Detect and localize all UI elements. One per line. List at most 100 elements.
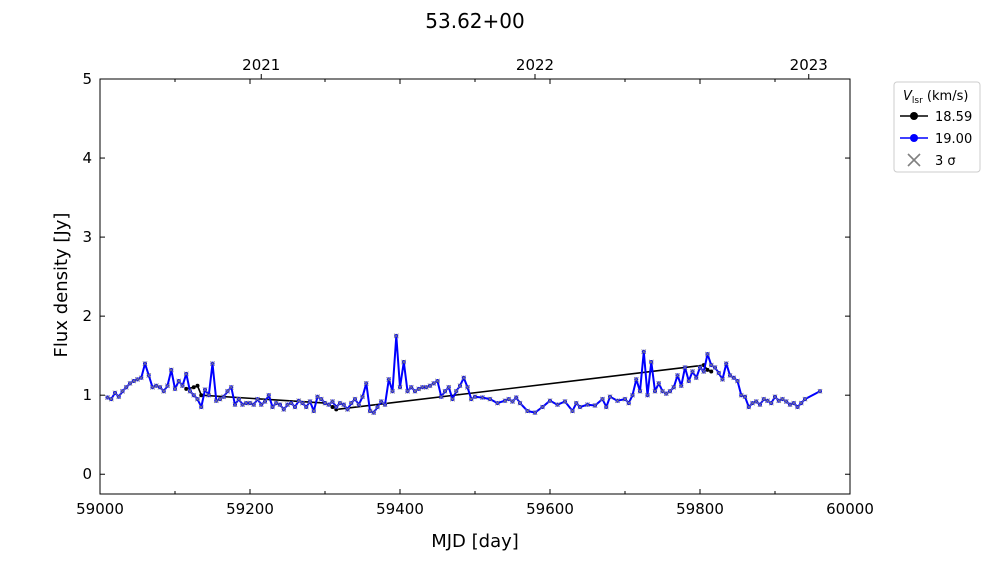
- sigma-marker: [375, 404, 380, 410]
- sigma-marker: [626, 400, 632, 406]
- plot-area: [99, 78, 851, 495]
- sigma-marker: [345, 406, 350, 412]
- sigma-marker: [750, 400, 755, 406]
- sigma-marker: [135, 376, 140, 382]
- sigma-marker: [573, 400, 579, 406]
- sigma-marker: [705, 351, 710, 357]
- sigma-marker: [607, 394, 613, 400]
- sigma-marker: [708, 362, 714, 368]
- sigma-marker: [423, 384, 429, 390]
- sigma-marker: [296, 398, 302, 404]
- sigma-marker: [108, 396, 114, 402]
- sigma-marker: [221, 394, 227, 400]
- sigma-marker: [630, 392, 635, 398]
- sigma-marker: [288, 400, 294, 406]
- sigma-marker: [562, 399, 568, 404]
- sigma-marker: [446, 384, 452, 390]
- sigma-marker: [123, 384, 129, 390]
- sigma-marker: [592, 402, 598, 408]
- data-point: [195, 383, 200, 388]
- sigma-marker: [660, 388, 665, 394]
- x-tick-label: 59400: [376, 500, 424, 518]
- sigma-marker: [667, 388, 673, 394]
- x-tick-label: 59000: [76, 500, 124, 518]
- sigma-marker: [161, 388, 167, 394]
- sigma-marker: [262, 399, 268, 404]
- sigma-marker: [798, 400, 804, 406]
- sigma-marker: [382, 402, 388, 408]
- x-tick-label: 60000: [826, 500, 874, 518]
- sigma-marker: [341, 402, 347, 408]
- plot-frame: [99, 78, 851, 495]
- sigma-marker: [206, 392, 212, 398]
- sigma-marker: [675, 372, 680, 378]
- sigma-marker: [277, 402, 283, 408]
- y-tick-label: 2: [82, 307, 92, 325]
- sigma-marker: [142, 361, 148, 367]
- sigma-marker: [202, 387, 208, 393]
- sigma-marker: [570, 408, 575, 414]
- x-tick-label: 59600: [526, 500, 574, 518]
- sigma-marker: [187, 388, 193, 394]
- sigma-marker: [603, 404, 609, 410]
- sigma-marker: [431, 380, 437, 386]
- sigma-marker: [547, 398, 553, 404]
- sigma-marker: [697, 365, 703, 371]
- sigma-marker: [555, 402, 560, 408]
- sigma-marker: [600, 396, 605, 402]
- sigma-marker: [693, 375, 699, 381]
- sigma-marker: [198, 404, 204, 410]
- sigma-marker: [506, 396, 512, 402]
- sigma-marker: [487, 396, 493, 402]
- sigma-marker: [258, 402, 264, 408]
- sigma-marker: [768, 400, 774, 406]
- sigma-marker: [645, 392, 650, 398]
- year-tick-label: 2023: [790, 56, 828, 74]
- sigma-marker: [622, 396, 628, 402]
- sigma-marker: [757, 402, 763, 408]
- x-axis-label: MJD [day]: [431, 531, 519, 552]
- sigma-marker: [663, 391, 669, 397]
- y-axis-label: Flux density [Jy]: [51, 213, 72, 358]
- sigma-marker: [585, 402, 590, 408]
- sigma-marker: [795, 404, 800, 410]
- sigma-marker: [682, 365, 688, 371]
- data-point: [199, 393, 204, 398]
- sigma-marker: [723, 361, 729, 367]
- sigma-marker: [802, 396, 808, 402]
- sigma-marker: [678, 383, 684, 389]
- sigma-marker: [510, 399, 515, 404]
- sigma-marker: [116, 394, 122, 400]
- sigma-marker: [176, 378, 182, 384]
- data-point: [191, 385, 196, 390]
- sigma-marker: [776, 398, 782, 404]
- sigma-marker: [686, 378, 692, 384]
- sigma-marker: [648, 359, 654, 365]
- sigma-marker: [315, 394, 320, 400]
- year-tick-label: 2021: [242, 56, 280, 74]
- sigma-marker: [153, 383, 159, 389]
- sigma-marker: [468, 396, 474, 402]
- sigma-marker: [168, 367, 174, 373]
- legend-marker-19-00: [910, 134, 918, 142]
- sigma-marker: [281, 406, 287, 412]
- sigma-marker: [735, 378, 740, 384]
- legend-marker-3-sigma: [907, 153, 921, 167]
- sigma-marker: [330, 399, 335, 404]
- sigma-marker: [435, 378, 440, 384]
- sigma-marker: [386, 376, 392, 382]
- sigma-marker: [738, 392, 744, 398]
- sigma-marker: [761, 396, 767, 402]
- legend-label-3-sigma: 3 σ: [935, 154, 956, 169]
- sigma-marker: [326, 402, 332, 408]
- sigma-marker: [307, 399, 313, 404]
- sigma-marker: [438, 394, 444, 400]
- legend-frame: [893, 81, 981, 173]
- legend-label-19-00: 19.00: [935, 132, 972, 147]
- sigma-marker: [225, 388, 230, 394]
- sigma-marker: [656, 380, 662, 386]
- sigma-marker: [472, 394, 478, 400]
- sigma-marker: [453, 388, 459, 394]
- x-tick-label: 59200: [226, 500, 274, 518]
- x-tick-label: 59800: [676, 500, 724, 518]
